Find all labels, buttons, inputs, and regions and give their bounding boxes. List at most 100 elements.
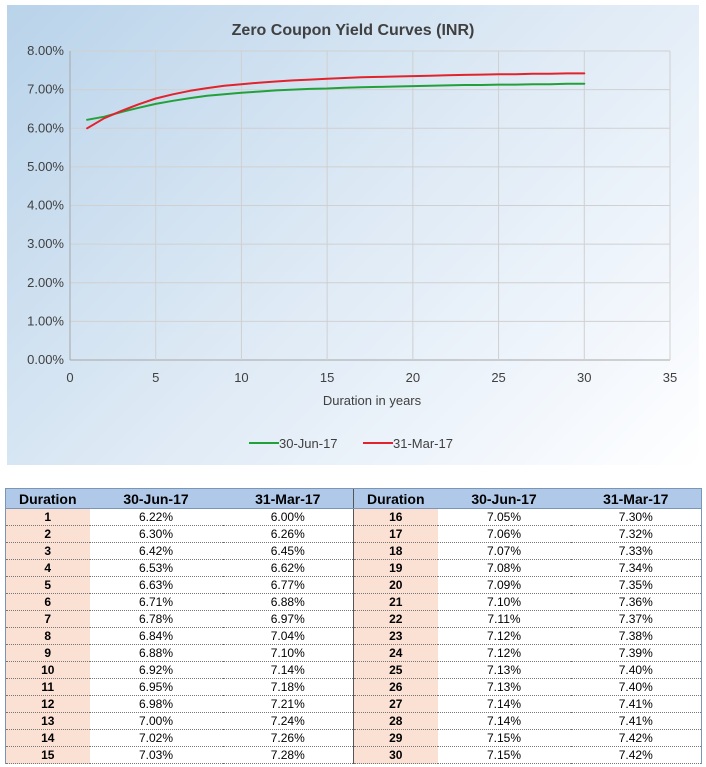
duration-cell: 16 [353, 508, 438, 526]
yield-cell: 7.10% [222, 644, 354, 662]
legend: 30-Jun-17 31-Mar-17 [249, 436, 453, 451]
yield-cell: 7.09% [437, 576, 571, 594]
yield-cell: 6.62% [222, 559, 354, 577]
y-tick-label: 4.00% [27, 198, 64, 213]
table-row: 10 6.92% 7.14% 25 7.13% 7.40% [5, 661, 702, 679]
y-tick-label: 8.00% [27, 43, 64, 58]
grid-lines [69, 50, 671, 361]
yield-cell: 6.77% [222, 576, 354, 594]
y-tick-label: 0.00% [27, 352, 64, 367]
yield-cell: 7.11% [437, 610, 571, 628]
yield-cell: 7.18% [222, 678, 354, 696]
duration-cell: 12 [5, 695, 90, 713]
yield-cell: 7.12% [437, 627, 571, 645]
x-tick-label: 25 [491, 370, 505, 385]
yield-cell: 6.26% [222, 525, 354, 543]
duration-cell: 6 [5, 593, 90, 611]
yield-cell: 7.13% [437, 678, 571, 696]
table-row: 14 7.02% 7.26% 29 7.15% 7.42% [5, 729, 702, 747]
table-header-row: Duration 30-Jun-17 31-Mar-17 Duration 30… [5, 488, 702, 509]
yield-cell: 6.88% [222, 593, 354, 611]
header-duration-right: Duration [353, 488, 438, 509]
yield-cell: 7.28% [222, 746, 354, 764]
yield-cell: 6.88% [89, 644, 223, 662]
duration-cell: 21 [353, 593, 438, 611]
yield-cell: 6.00% [222, 508, 354, 526]
y-tick-label: 7.00% [27, 82, 64, 97]
duration-cell: 18 [353, 542, 438, 560]
table-row: 4 6.53% 6.62% 19 7.08% 7.34% [5, 559, 702, 577]
yield-cell: 7.24% [222, 712, 354, 730]
y-tick-label: 6.00% [27, 120, 64, 135]
yield-cell: 7.42% [570, 746, 702, 764]
yield-cell: 7.05% [437, 508, 571, 526]
chart-area: Zero Coupon Yield Curves (INR) 0.00% 1.00… [7, 5, 699, 465]
x-tick-label: 20 [406, 370, 420, 385]
y-tick-label: 3.00% [27, 236, 64, 251]
duration-cell: 30 [353, 746, 438, 764]
chart-title: Zero Coupon Yield Curves (INR) [232, 22, 475, 39]
table-row: 1 6.22% 6.00% 16 7.05% 7.30% [5, 508, 702, 526]
yield-cell: 7.36% [570, 593, 702, 611]
x-tick-label: 15 [320, 370, 334, 385]
table-row: 11 6.95% 7.18% 26 7.13% 7.40% [5, 678, 702, 696]
x-tick-label: 0 [66, 370, 73, 385]
yield-cell: 7.03% [89, 746, 223, 764]
series-line-jun [86, 82, 586, 121]
yield-cell: 7.40% [570, 661, 702, 679]
y-tick-label: 1.00% [27, 313, 64, 328]
header-30-jun-17-right: 30-Jun-17 [437, 488, 571, 509]
series-lines [86, 72, 586, 130]
table-body: 1 6.22% 6.00% 16 7.05% 7.30% 2 6.30% 6.26% 17 7.06… [5, 508, 702, 764]
table-row: 15 7.03% 7.28% 30 7.15% 7.42% [5, 746, 702, 764]
series-line-mar [86, 72, 586, 130]
yield-cell: 7.37% [570, 610, 702, 628]
table-row: 2 6.30% 6.26% 17 7.06% 7.32% [5, 525, 702, 543]
duration-cell: 20 [353, 576, 438, 594]
x-axis-ticks: 0 5 10 15 20 25 30 35 [66, 370, 677, 385]
duration-cell: 13 [5, 712, 90, 730]
duration-cell: 5 [5, 576, 90, 594]
duration-cell: 23 [353, 627, 438, 645]
yield-cell: 6.95% [89, 678, 223, 696]
yield-cell: 6.45% [222, 542, 354, 560]
yield-cell: 7.30% [570, 508, 702, 526]
yield-cell: 6.98% [89, 695, 223, 713]
duration-cell: 14 [5, 729, 90, 747]
duration-cell: 2 [5, 525, 90, 543]
yield-cell: 6.78% [89, 610, 223, 628]
yield-table: Duration 30-Jun-17 31-Mar-17 Duration 30… [5, 488, 702, 764]
yield-cell: 7.14% [222, 661, 354, 679]
x-axis-label: Duration in years [323, 393, 422, 408]
yield-cell: 6.30% [89, 525, 223, 543]
duration-cell: 28 [353, 712, 438, 730]
yield-cell: 7.39% [570, 644, 702, 662]
duration-cell: 8 [5, 627, 90, 645]
x-tick-label: 30 [577, 370, 591, 385]
duration-cell: 4 [5, 559, 90, 577]
yield-cell: 7.40% [570, 678, 702, 696]
yield-cell: 7.00% [89, 712, 223, 730]
header-31-mar-17-left: 31-Mar-17 [222, 488, 354, 509]
table-row: 3 6.42% 6.45% 18 7.07% 7.33% [5, 542, 702, 560]
yield-cell: 7.14% [437, 712, 571, 730]
legend-label: 30-Jun-17 [279, 436, 338, 451]
header-duration-left: Duration [5, 488, 90, 509]
yield-cell: 7.34% [570, 559, 702, 577]
duration-cell: 7 [5, 610, 90, 628]
yield-cell: 6.92% [89, 661, 223, 679]
duration-cell: 17 [353, 525, 438, 543]
duration-cell: 11 [5, 678, 90, 696]
yield-cell: 7.33% [570, 542, 702, 560]
yield-cell: 7.08% [437, 559, 571, 577]
y-tick-label: 5.00% [27, 159, 64, 174]
duration-cell: 27 [353, 695, 438, 713]
yield-cell: 7.15% [437, 729, 571, 747]
duration-cell: 15 [5, 746, 90, 764]
table-row: 8 6.84% 7.04% 23 7.12% 7.38% [5, 627, 702, 645]
x-tick-label: 5 [152, 370, 159, 385]
yield-cell: 7.21% [222, 695, 354, 713]
yield-cell: 7.04% [222, 627, 354, 645]
yield-cell: 7.10% [437, 593, 571, 611]
yield-cell: 6.63% [89, 576, 223, 594]
